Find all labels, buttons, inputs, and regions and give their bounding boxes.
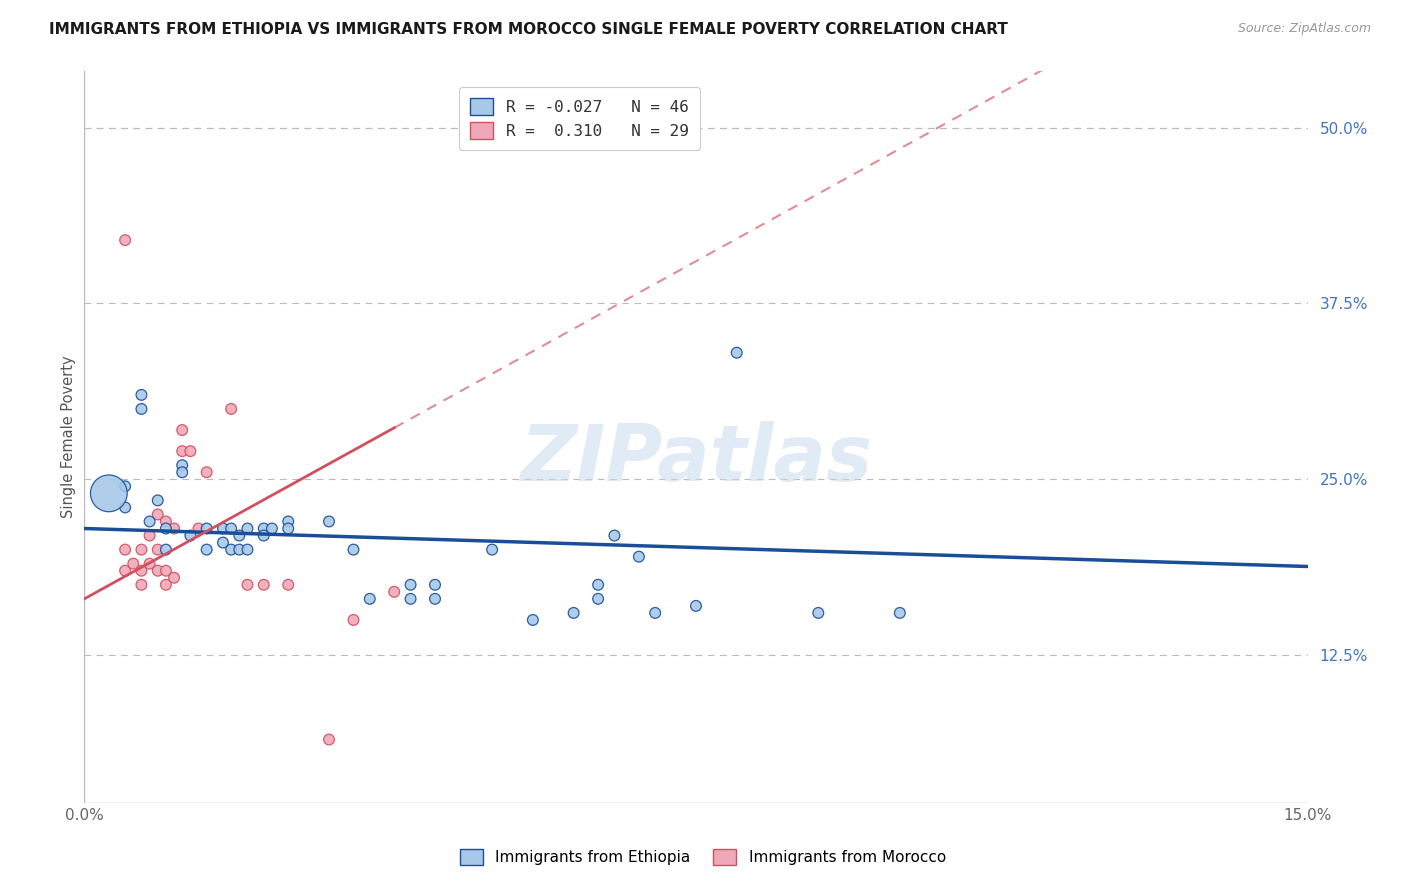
Point <box>155 522 177 536</box>
Point <box>155 564 177 578</box>
Point <box>131 542 153 557</box>
Point <box>97 486 120 500</box>
Point <box>138 515 160 529</box>
Legend: Immigrants from Ethiopia, Immigrants from Morocco: Immigrants from Ethiopia, Immigrants fro… <box>454 843 952 871</box>
Point <box>131 578 153 592</box>
Point <box>236 542 259 557</box>
Point <box>114 233 136 247</box>
Point <box>253 522 276 536</box>
Point <box>342 613 364 627</box>
Point <box>114 479 136 493</box>
Point <box>219 522 242 536</box>
Point <box>155 515 177 529</box>
Point <box>172 458 194 473</box>
Point <box>423 591 446 606</box>
Point <box>131 564 153 578</box>
Point <box>146 542 169 557</box>
Point <box>236 578 259 592</box>
Point <box>807 606 830 620</box>
Text: IMMIGRANTS FROM ETHIOPIA VS IMMIGRANTS FROM MOROCCO SINGLE FEMALE POVERTY CORREL: IMMIGRANTS FROM ETHIOPIA VS IMMIGRANTS F… <box>49 22 1008 37</box>
Point <box>318 515 340 529</box>
Point <box>253 528 276 542</box>
Point <box>114 564 136 578</box>
Point <box>725 345 748 359</box>
Point <box>342 542 364 557</box>
Point <box>277 578 299 592</box>
Point <box>187 522 209 536</box>
Point <box>382 584 405 599</box>
Point <box>163 571 186 585</box>
Point <box>163 522 186 536</box>
Point <box>122 557 145 571</box>
Point <box>627 549 650 564</box>
Point <box>889 606 911 620</box>
Y-axis label: Single Female Poverty: Single Female Poverty <box>60 356 76 518</box>
Point <box>586 591 609 606</box>
Point <box>146 564 169 578</box>
Point <box>195 542 218 557</box>
Point <box>155 578 177 592</box>
Point <box>277 515 299 529</box>
Point <box>522 613 544 627</box>
Point <box>138 528 160 542</box>
Point <box>586 578 609 592</box>
Point <box>253 578 276 592</box>
Point <box>481 542 503 557</box>
Point <box>172 423 194 437</box>
Point <box>179 444 201 458</box>
Point <box>172 465 194 479</box>
Point <box>219 401 242 416</box>
Point <box>195 522 218 536</box>
Point <box>212 535 235 549</box>
Text: Source: ZipAtlas.com: Source: ZipAtlas.com <box>1237 22 1371 36</box>
Point <box>603 528 626 542</box>
Point <box>277 522 299 536</box>
Point <box>131 388 153 402</box>
Point <box>228 542 250 557</box>
Text: ZIPatlas: ZIPatlas <box>520 421 872 497</box>
Point <box>644 606 666 620</box>
Point <box>138 557 160 571</box>
Point <box>359 591 381 606</box>
Point <box>423 578 446 592</box>
Point <box>260 522 283 536</box>
Point <box>399 578 422 592</box>
Point <box>114 500 136 515</box>
Point <box>146 493 169 508</box>
Point <box>114 542 136 557</box>
Point <box>212 522 235 536</box>
Point <box>195 465 218 479</box>
Point <box>399 591 422 606</box>
Point <box>146 508 169 522</box>
Point <box>318 732 340 747</box>
Point <box>131 401 153 416</box>
Point <box>219 542 242 557</box>
Point <box>685 599 707 613</box>
Point <box>236 522 259 536</box>
Point <box>172 444 194 458</box>
Legend: R = -0.027   N = 46, R =  0.310   N = 29: R = -0.027 N = 46, R = 0.310 N = 29 <box>460 87 700 150</box>
Point <box>155 542 177 557</box>
Point <box>228 528 250 542</box>
Point <box>562 606 585 620</box>
Point <box>179 528 201 542</box>
